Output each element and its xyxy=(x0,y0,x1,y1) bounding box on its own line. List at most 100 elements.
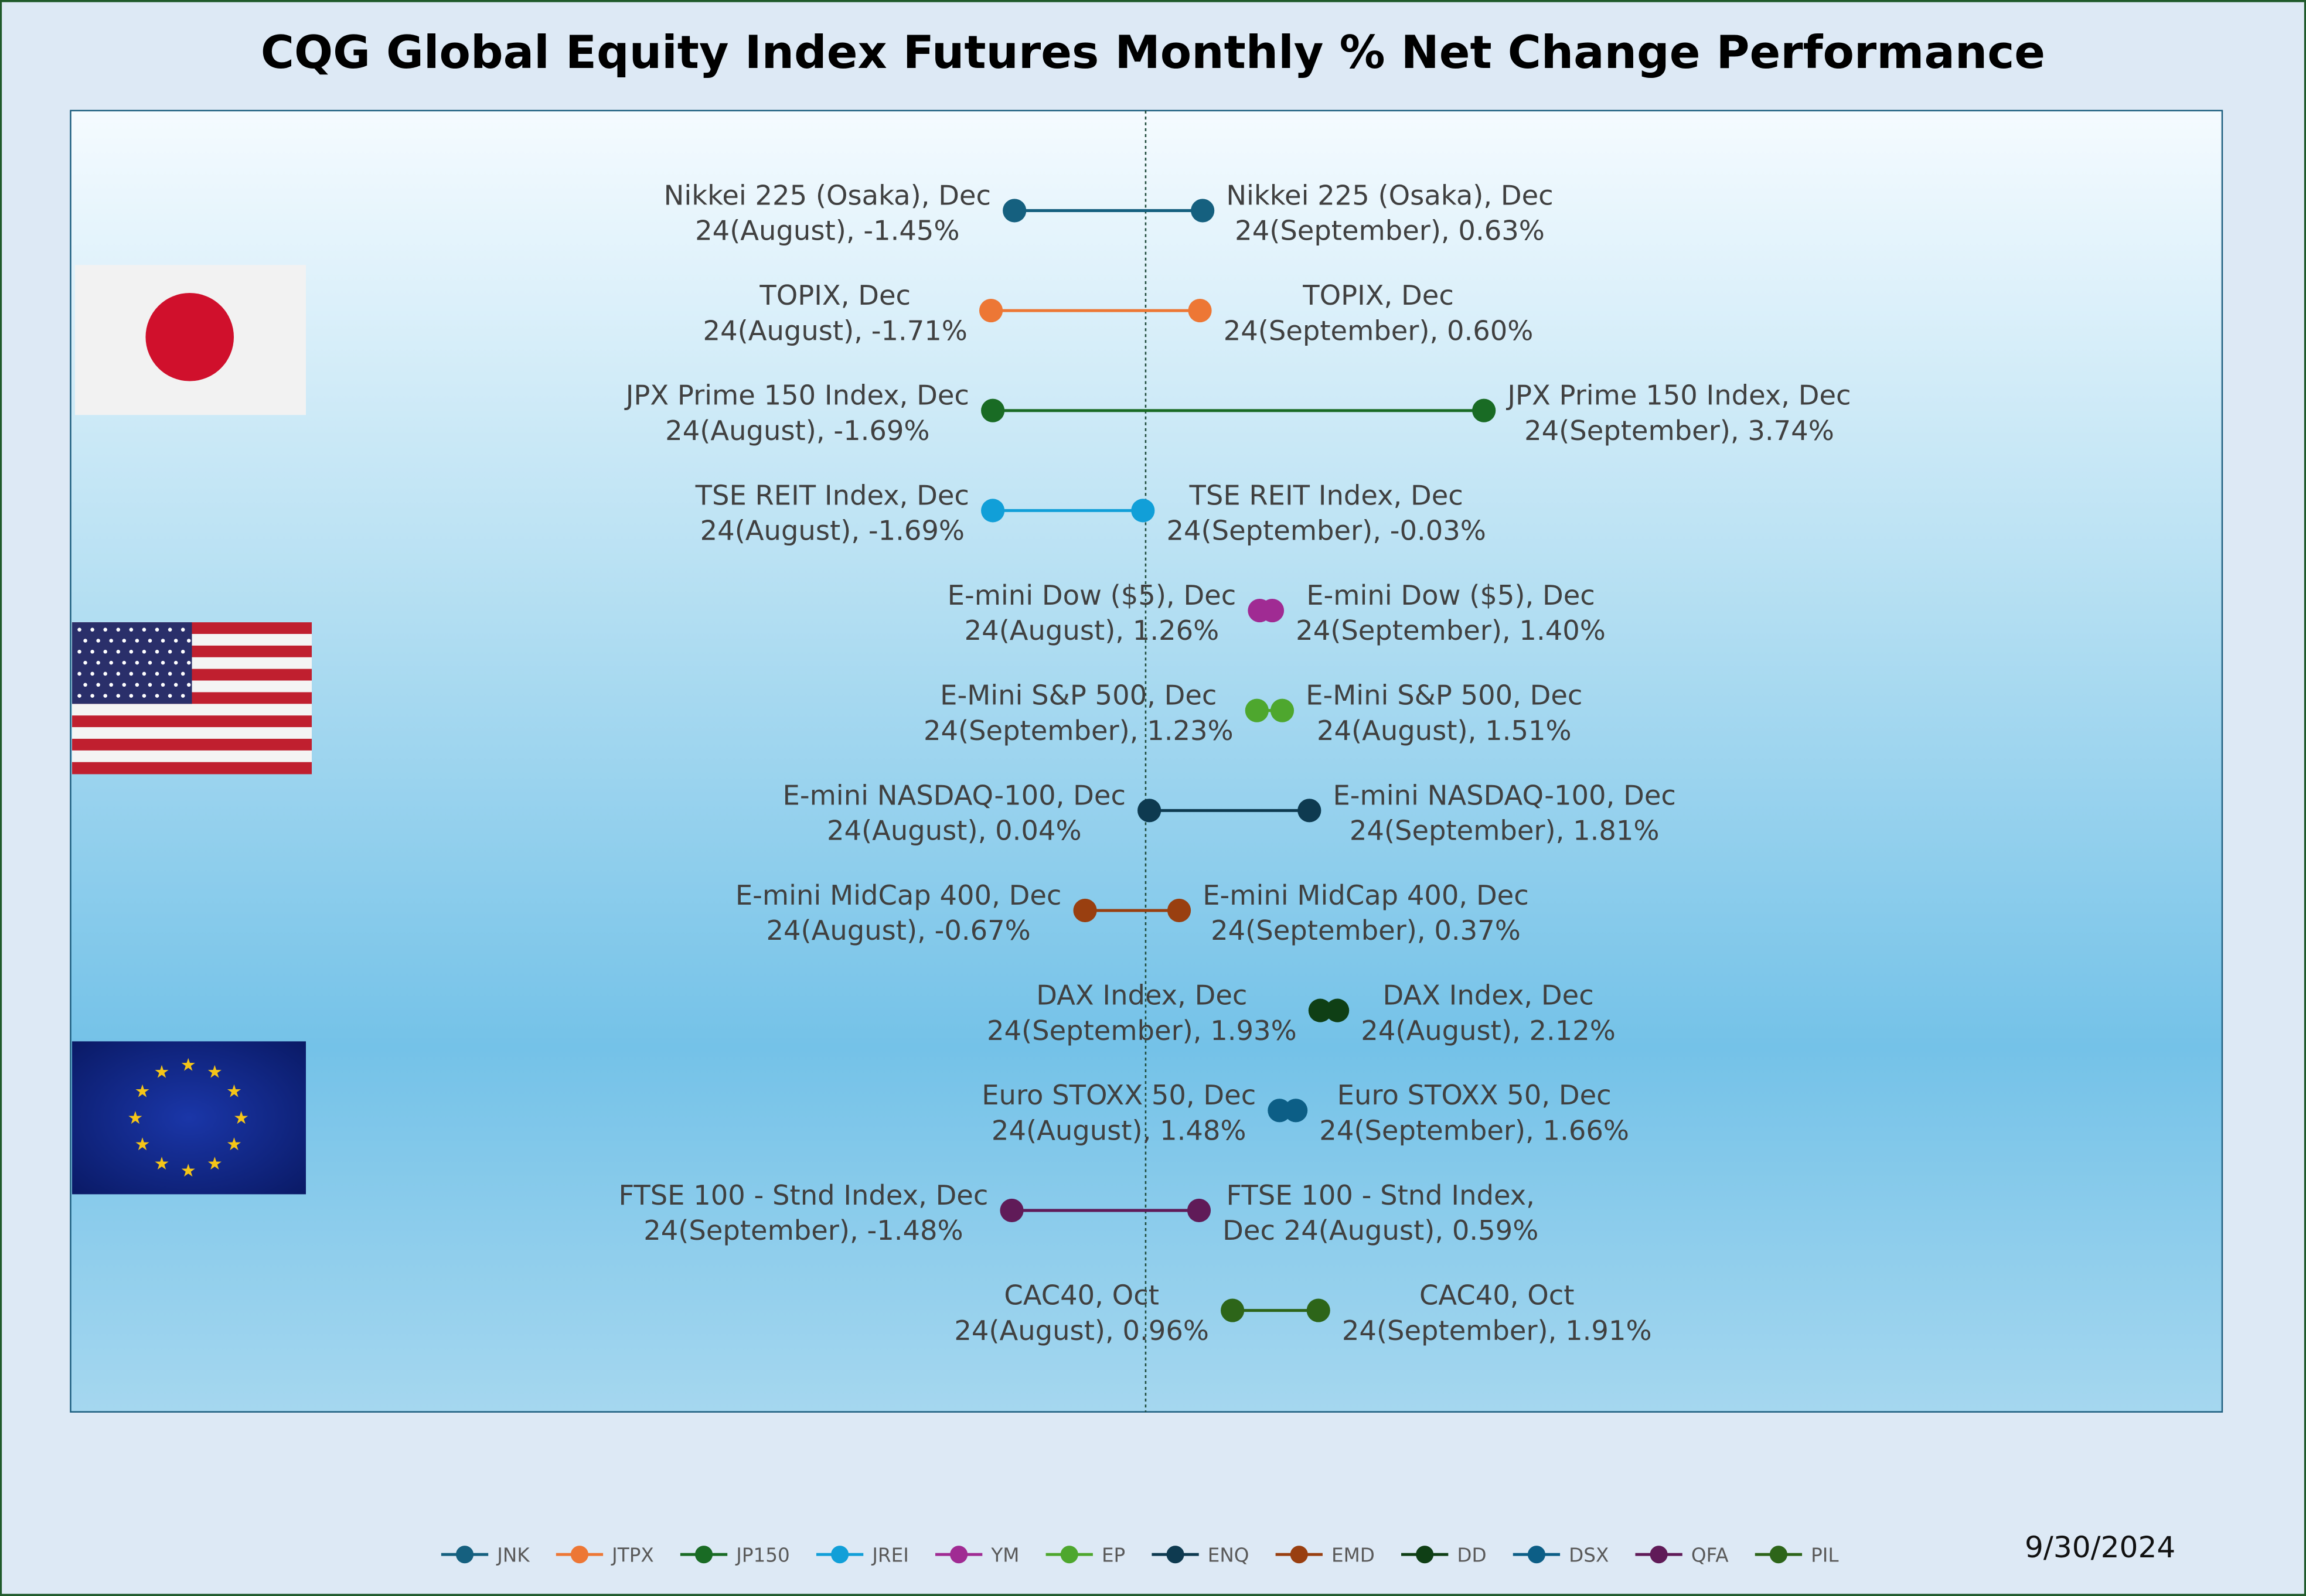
point-max[interactable] xyxy=(1326,998,1350,1022)
label-line2: 24(August), -0.67% xyxy=(766,915,1030,946)
label-line2: 24(September), 1.81% xyxy=(1350,815,1660,847)
legend-item-emd[interactable]: EMD xyxy=(1275,1544,1375,1567)
legend-item-jnk[interactable]: JNK xyxy=(441,1544,530,1567)
label-line1: FTSE 100 - Stnd Index, Dec xyxy=(618,1179,988,1211)
label-line2: 24(September), 0.37% xyxy=(1211,915,1521,946)
data-label-left: Euro STOXX 50, Dec 24(August), 1.48% xyxy=(982,1079,1256,1146)
label-line1: Euro STOXX 50, Dec xyxy=(982,1079,1256,1111)
label-line2: 24(September), 1.40% xyxy=(1296,615,1606,646)
label-line2: 24(September), 1.66% xyxy=(1319,1114,1629,1146)
row-jnk: Nikkei 225 (Osaka), Dec 24(August), -1.45… xyxy=(664,179,1554,246)
label-line1: E-mini NASDAQ-100, Dec xyxy=(1333,779,1675,811)
data-label-left: E-mini MidCap 400, Dec 24(August), -0.67% xyxy=(735,879,1062,946)
label-line2: 24(August), 1.48% xyxy=(992,1114,1246,1146)
label-line2: 24(August), -1.71% xyxy=(703,315,968,346)
point-min[interactable] xyxy=(1073,898,1097,923)
label-line2: 24(August), 0.04% xyxy=(827,815,1082,847)
legend-label: EMD xyxy=(1331,1544,1375,1567)
chart-title: CQG Global Equity Index Futures Monthly … xyxy=(261,26,2045,79)
label-line2: 24(September), -1.48% xyxy=(643,1215,963,1246)
label-line1: E-Mini S&P 500, Dec xyxy=(940,680,1217,711)
label-line1: Nikkei 225 (Osaka), Dec xyxy=(664,179,991,211)
legend-label: DD xyxy=(1457,1544,1486,1567)
label-line1: CAC40, Oct xyxy=(1419,1280,1575,1311)
data-label-left: E-mini NASDAQ-100, Dec 24(August), 0.04% xyxy=(783,779,1126,846)
legend-label: JP150 xyxy=(735,1544,790,1567)
legend-label: DSX xyxy=(1569,1544,1609,1567)
label-line2: 24(September), 1.93% xyxy=(987,1015,1297,1046)
point-max[interactable] xyxy=(1270,698,1295,722)
date-label: 9/30/2024 xyxy=(2025,1530,2175,1564)
legend-item-ym[interactable]: YM xyxy=(935,1544,1019,1567)
data-label-left: CAC40, Oct 24(August), 0.96% xyxy=(954,1280,1209,1346)
point-max[interactable] xyxy=(1284,1099,1308,1123)
point-min[interactable] xyxy=(1268,1099,1292,1123)
row-jtpx: TOPIX, Dec 24(August), -1.71% TOPIX, Dec 24… xyxy=(703,279,1534,346)
label-line1: DAX Index, Dec xyxy=(1382,980,1593,1011)
label-line1: FTSE 100 - Stnd Index, xyxy=(1227,1179,1535,1211)
label-line2: 24(August), -1.69% xyxy=(665,415,929,446)
row-dsx: Euro STOXX 50, Dec 24(August), 1.48%Euro … xyxy=(982,1079,1629,1146)
label-line1: E-mini Dow ($5), Dec xyxy=(1306,579,1595,611)
legend-item-dd[interactable]: DD xyxy=(1401,1544,1487,1567)
row-ep: E-Mini S&P 500, Dec 24(September), 1.23%E… xyxy=(924,680,1583,746)
legend-item-jp150[interactable]: JP150 xyxy=(680,1544,790,1567)
svg-text:★: ★ xyxy=(134,1134,150,1155)
point-min[interactable] xyxy=(981,398,1005,422)
point-min[interactable] xyxy=(1221,1298,1245,1322)
row-emd: E-mini MidCap 400, Dec 24(August), -0.67%… xyxy=(735,879,1529,946)
point-min[interactable] xyxy=(1000,1198,1024,1223)
point-min[interactable] xyxy=(981,499,1005,523)
label-line1: E-mini NASDAQ-100, Dec xyxy=(783,779,1126,811)
legend: JNK JTPX JP150 JREI YM EP ENQ EMD DD DSX QFA PIL xyxy=(441,1544,1839,1567)
point-min[interactable] xyxy=(979,299,1003,323)
legend-item-jrei[interactable]: JREI xyxy=(816,1544,909,1567)
point-min[interactable] xyxy=(1308,998,1332,1022)
svg-text:★: ★ xyxy=(207,1154,223,1174)
label-line1: DAX Index, Dec xyxy=(1036,980,1247,1011)
label-line2: 24(September), 3.74% xyxy=(1524,415,1834,446)
svg-text:★: ★ xyxy=(154,1062,170,1083)
data-label-left: JPX Prime 150 Index, Dec 24(August), -1.6… xyxy=(624,380,969,446)
legend-item-qfa[interactable]: QFA xyxy=(1635,1544,1729,1567)
label-line1: TOPIX, Dec xyxy=(1302,279,1454,311)
legend-item-ep[interactable]: EP xyxy=(1045,1544,1126,1567)
data-label-right: DAX Index, Dec 24(August), 2.12% xyxy=(1361,980,1616,1046)
data-label-right: E-mini NASDAQ-100, Dec 24(September), 1.8… xyxy=(1333,779,1675,846)
plot-area xyxy=(70,110,2223,1413)
label-line1: JPX Prime 150 Index, Dec xyxy=(624,380,969,411)
point-max[interactable] xyxy=(1187,1198,1211,1223)
label-line1: JPX Prime 150 Index, Dec xyxy=(1505,380,1851,411)
point-max[interactable] xyxy=(1297,799,1321,823)
svg-text:★: ★ xyxy=(154,1154,170,1174)
legend-label: JTPX xyxy=(611,1544,654,1567)
data-label-left: TSE REIT Index, Dec 24(August), -1.69% xyxy=(695,479,969,546)
point-max[interactable] xyxy=(1472,398,1496,422)
legend-item-dsx[interactable]: DSX xyxy=(1513,1544,1609,1567)
point-min[interactable] xyxy=(1003,199,1027,223)
legend-label: QFA xyxy=(1691,1544,1729,1567)
point-min[interactable] xyxy=(1245,698,1269,722)
legend-item-jtpx[interactable]: JTPX xyxy=(556,1544,654,1567)
label-line1: E-mini Dow ($5), Dec xyxy=(948,579,1237,611)
point-min[interactable] xyxy=(1137,799,1161,823)
label-line2: 24(September), 1.91% xyxy=(1342,1315,1652,1346)
row-pil: CAC40, Oct 24(August), 0.96% CAC40, Oct 24(… xyxy=(954,1280,1651,1346)
legend-label: JREI xyxy=(871,1544,909,1567)
legend-label: ENQ xyxy=(1208,1544,1249,1567)
legend-item-pil[interactable]: PIL xyxy=(1755,1544,1839,1567)
point-max[interactable] xyxy=(1167,898,1191,923)
point-max[interactable] xyxy=(1306,1298,1330,1322)
data-label-right: TSE REIT Index, Dec 24(September), -0.03% xyxy=(1166,479,1486,546)
point-max[interactable] xyxy=(1191,199,1215,223)
label-line2: 24(August), 1.26% xyxy=(965,615,1220,646)
legend-item-enq[interactable]: ENQ xyxy=(1152,1544,1249,1567)
point-max[interactable] xyxy=(1260,598,1285,623)
data-label-right: E-mini Dow ($5), Dec 24(September), 1.40% xyxy=(1296,579,1606,646)
point-max[interactable] xyxy=(1188,299,1212,323)
data-label-left: FTSE 100 - Stnd Index, Dec 24(September),… xyxy=(618,1179,988,1246)
label-line1: TSE REIT Index, Dec xyxy=(695,479,969,511)
point-max[interactable] xyxy=(1131,499,1155,523)
label-line1: E-mini MidCap 400, Dec xyxy=(1203,879,1529,911)
